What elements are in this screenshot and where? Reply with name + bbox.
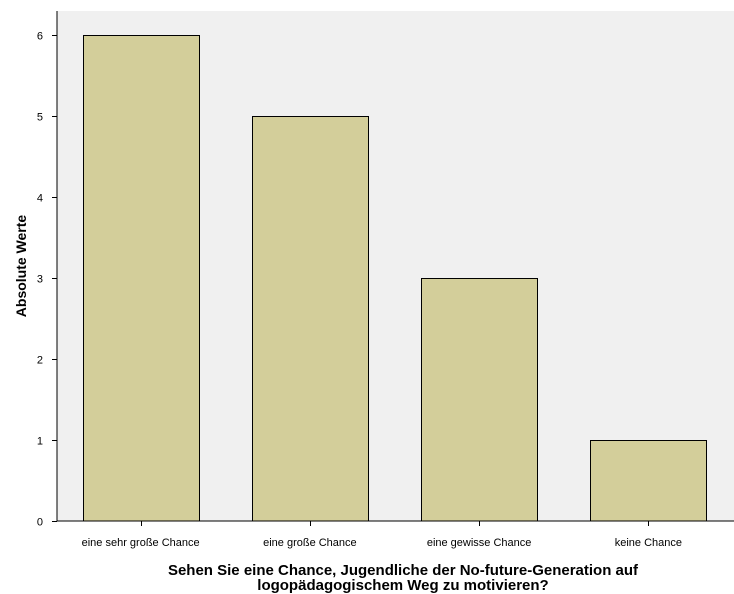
bar xyxy=(421,278,538,522)
bar xyxy=(83,35,200,522)
y-axis: 0 1 2 3 4 5 6 xyxy=(37,31,57,529)
x-axis: eine sehr große Chance eine große Chance e… xyxy=(82,521,682,549)
x-axis-title-line-2: logopädagogischem Weg zu motivieren? xyxy=(257,577,548,594)
y-tick-label: 5 xyxy=(37,112,43,124)
x-tick-label: eine sehr große Chance xyxy=(82,537,200,549)
y-tick-label: 1 xyxy=(37,436,43,448)
y-axis-title: Absolute Werte xyxy=(13,215,29,318)
bar xyxy=(252,116,369,522)
y-tick-label: 2 xyxy=(37,355,43,367)
x-axis-title-line-1: Sehen Sie eine Chance, Jugendliche der N… xyxy=(168,562,639,579)
x-tick-label: eine gewisse Chance xyxy=(427,537,532,549)
y-tick-label: 4 xyxy=(37,193,43,205)
x-tick-label: eine große Chance xyxy=(263,537,357,549)
y-tick-label: 0 xyxy=(37,517,43,529)
bar xyxy=(590,440,707,522)
y-tick-label: 3 xyxy=(37,274,43,286)
x-tick-label: keine Chance xyxy=(615,537,682,549)
y-tick-label: 6 xyxy=(37,31,43,43)
